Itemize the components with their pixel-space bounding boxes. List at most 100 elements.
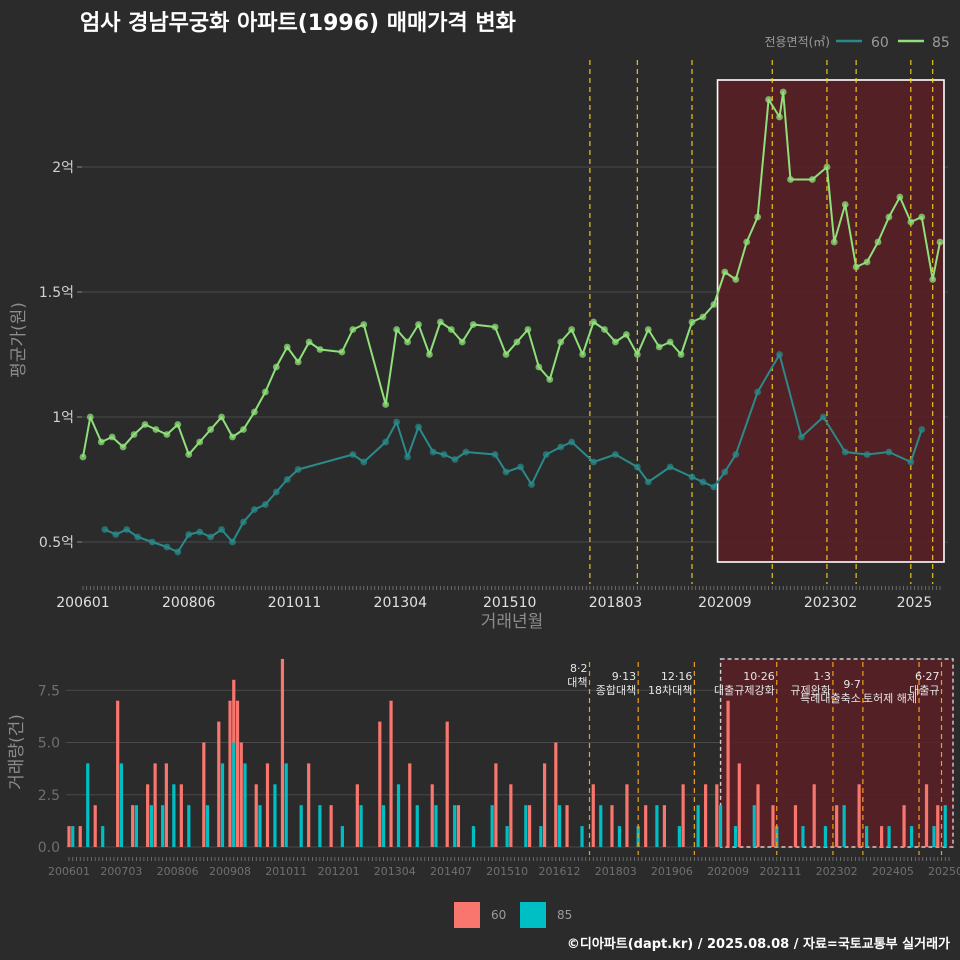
- series-60-point: [885, 448, 893, 456]
- series-85-point: [830, 238, 838, 246]
- bar-85: [396, 784, 401, 847]
- series-60-point: [272, 488, 280, 496]
- bar-85: [887, 826, 891, 847]
- bottom-x-tick-label: 201304: [374, 865, 416, 878]
- series-85-point: [119, 443, 127, 451]
- bar-85: [134, 805, 139, 847]
- series-85-point: [79, 453, 87, 461]
- series-60-point: [440, 451, 448, 458]
- annotation-date: 12·16: [661, 670, 693, 683]
- bar-85: [557, 805, 562, 847]
- bottom-x-tick-label: 200601: [48, 865, 90, 878]
- series-85-point: [776, 113, 783, 121]
- series-60-point: [174, 548, 182, 556]
- bar-60: [228, 700, 232, 847]
- series-60-point: [819, 413, 827, 421]
- series-60-point: [841, 448, 849, 456]
- series-60-point: [590, 458, 597, 466]
- annotation-label: 18차대책: [648, 684, 692, 697]
- bar-85: [801, 826, 805, 847]
- annotation-date: 9·13: [612, 670, 637, 683]
- series-85-point: [666, 338, 674, 346]
- series-85-point: [601, 326, 608, 333]
- series-60-point: [633, 463, 641, 471]
- series-60-point: [732, 451, 740, 458]
- series-85-point: [907, 218, 915, 226]
- bar-60: [355, 784, 359, 847]
- series-85-point: [699, 313, 707, 321]
- series-85-point: [261, 388, 269, 396]
- bottom-y-tick-label: 0.0: [38, 840, 60, 856]
- top-highlight-region: [716, 79, 945, 563]
- bar-60: [254, 784, 258, 847]
- series-85-point: [229, 433, 236, 441]
- series-60-point: [907, 458, 915, 466]
- bar-85: [86, 763, 90, 847]
- bar-60: [235, 700, 240, 847]
- series-85-point: [360, 321, 368, 328]
- series-85-point: [535, 363, 543, 371]
- series-85-point: [163, 431, 171, 438]
- bar-85: [524, 805, 528, 847]
- series-85-point: [382, 401, 390, 408]
- bar-60: [936, 805, 940, 847]
- bar-60: [153, 763, 157, 847]
- bar-85: [453, 805, 457, 847]
- top-x-tick-label: 202009: [698, 595, 751, 611]
- series-60-point: [612, 451, 619, 458]
- bar-60: [703, 784, 708, 847]
- bar-60: [445, 721, 449, 847]
- series-85-point: [196, 438, 204, 446]
- bar-60: [812, 784, 816, 847]
- top-legend-title: 전용면적(㎡): [764, 35, 830, 49]
- series-85-point: [436, 318, 444, 326]
- top-x-tick-label: 201803: [589, 595, 642, 611]
- top-y-tick-label: 2억: [52, 160, 74, 176]
- bar-85: [381, 805, 386, 847]
- series-85-point: [415, 321, 422, 328]
- series-60-point: [863, 451, 871, 458]
- series-85-point: [644, 326, 652, 333]
- series-85-point: [393, 326, 401, 333]
- series-85-point: [349, 326, 357, 333]
- bar-60: [307, 763, 311, 847]
- bar-60: [591, 784, 595, 847]
- bar-85: [909, 826, 914, 847]
- bottom-x-tick-label: 200908: [209, 865, 251, 878]
- bar-60: [542, 763, 547, 847]
- top-y-tick-label: 0.5억: [39, 535, 74, 551]
- series-85-point: [141, 421, 149, 428]
- series-85-point: [97, 438, 105, 446]
- bar-85: [101, 826, 105, 847]
- bar-60: [202, 742, 206, 847]
- series-60-point: [283, 476, 291, 483]
- series-60-point: [568, 438, 576, 446]
- series-60-point: [404, 453, 411, 461]
- bar-85: [823, 826, 828, 847]
- series-60-point: [112, 531, 120, 538]
- bar-60: [456, 805, 461, 847]
- top-y-tick-label: 1억: [52, 410, 74, 426]
- series-60-point: [207, 533, 215, 541]
- series-85-point: [732, 276, 740, 283]
- bottom-x-tick-label: 201612: [539, 865, 581, 878]
- top-y-axis-label: 평균가(원): [9, 302, 29, 378]
- series-85-point: [404, 338, 411, 346]
- bottom-x-tick-label: 202302: [816, 865, 858, 878]
- bar-60: [78, 826, 82, 847]
- bar-85: [71, 826, 75, 847]
- bar-60: [494, 763, 498, 847]
- series-85-point: [524, 326, 532, 333]
- bar-85: [232, 742, 236, 847]
- series-60-point: [382, 438, 390, 446]
- top-y-tick-labels: 0.5억 1억 1.5억 2억: [39, 160, 74, 551]
- series-85-point: [754, 213, 762, 221]
- series-85-point: [240, 426, 247, 433]
- bar-60: [280, 658, 285, 847]
- top-legend-60-label: 60: [871, 35, 889, 51]
- bar-85: [299, 805, 303, 847]
- series-85-point: [710, 301, 718, 308]
- bar-60: [879, 826, 884, 847]
- bottom-x-tick-label: 201407: [430, 865, 472, 878]
